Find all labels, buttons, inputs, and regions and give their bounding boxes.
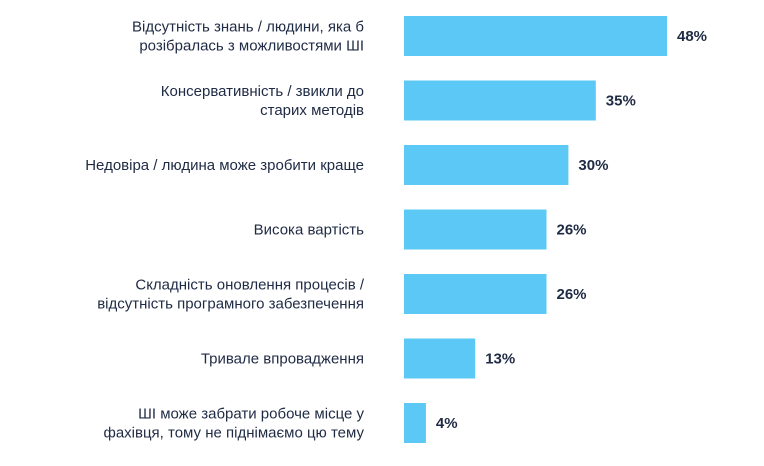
value-label-6: 13% xyxy=(485,351,515,368)
bar-1 xyxy=(404,16,667,56)
category-label-line: ШІ може забрати робоче місце у xyxy=(138,406,364,423)
category-label-line: відсутність програмного забезпечення xyxy=(97,296,364,313)
bar-5 xyxy=(404,274,547,314)
value-label-7: 4% xyxy=(436,415,458,432)
bar-4 xyxy=(404,209,547,250)
bar-3 xyxy=(404,145,569,185)
value-label-4: 26% xyxy=(557,222,587,239)
category-label-line: Недовіра / людина може зробити краще xyxy=(85,157,364,174)
category-label-line: старих методів xyxy=(260,102,364,119)
value-label-2: 35% xyxy=(606,93,636,110)
category-label-line: Висока вартість xyxy=(254,222,365,239)
category-label-2: Консервативність / звикли до старих метод… xyxy=(161,83,364,119)
value-label-1: 48% xyxy=(677,28,707,45)
category-label-line: Складність оновлення процесів / xyxy=(135,277,364,294)
category-label-4: Висока вартість xyxy=(254,222,365,239)
category-label-5: Складність оновлення процесів / відсутніс… xyxy=(97,277,365,313)
category-label-1: Відсутність знань / людини, яка б розібра… xyxy=(132,19,364,55)
category-label-line: Відсутність знань / людини, яка б xyxy=(132,19,364,36)
category-label-line: Тривале впровадження xyxy=(201,351,364,368)
category-label-line: фахівця, тому не піднімаємо цю тему xyxy=(103,425,364,442)
bar-6 xyxy=(404,338,476,379)
category-label-7: ШІ може забрати робоче місце у фахівця, т… xyxy=(103,406,364,442)
bar-7 xyxy=(404,403,426,443)
category-label-line: Консервативність / звикли до xyxy=(161,83,364,100)
category-label-3: Недовіра / людина може зробити краще xyxy=(85,157,364,174)
category-label-line: розібралась з можливостями ШІ xyxy=(139,38,364,55)
value-label-5: 26% xyxy=(557,286,587,303)
category-label-6: Тривале впровадження xyxy=(201,351,364,368)
bar-2 xyxy=(404,80,596,121)
value-label-3: 30% xyxy=(578,157,608,174)
